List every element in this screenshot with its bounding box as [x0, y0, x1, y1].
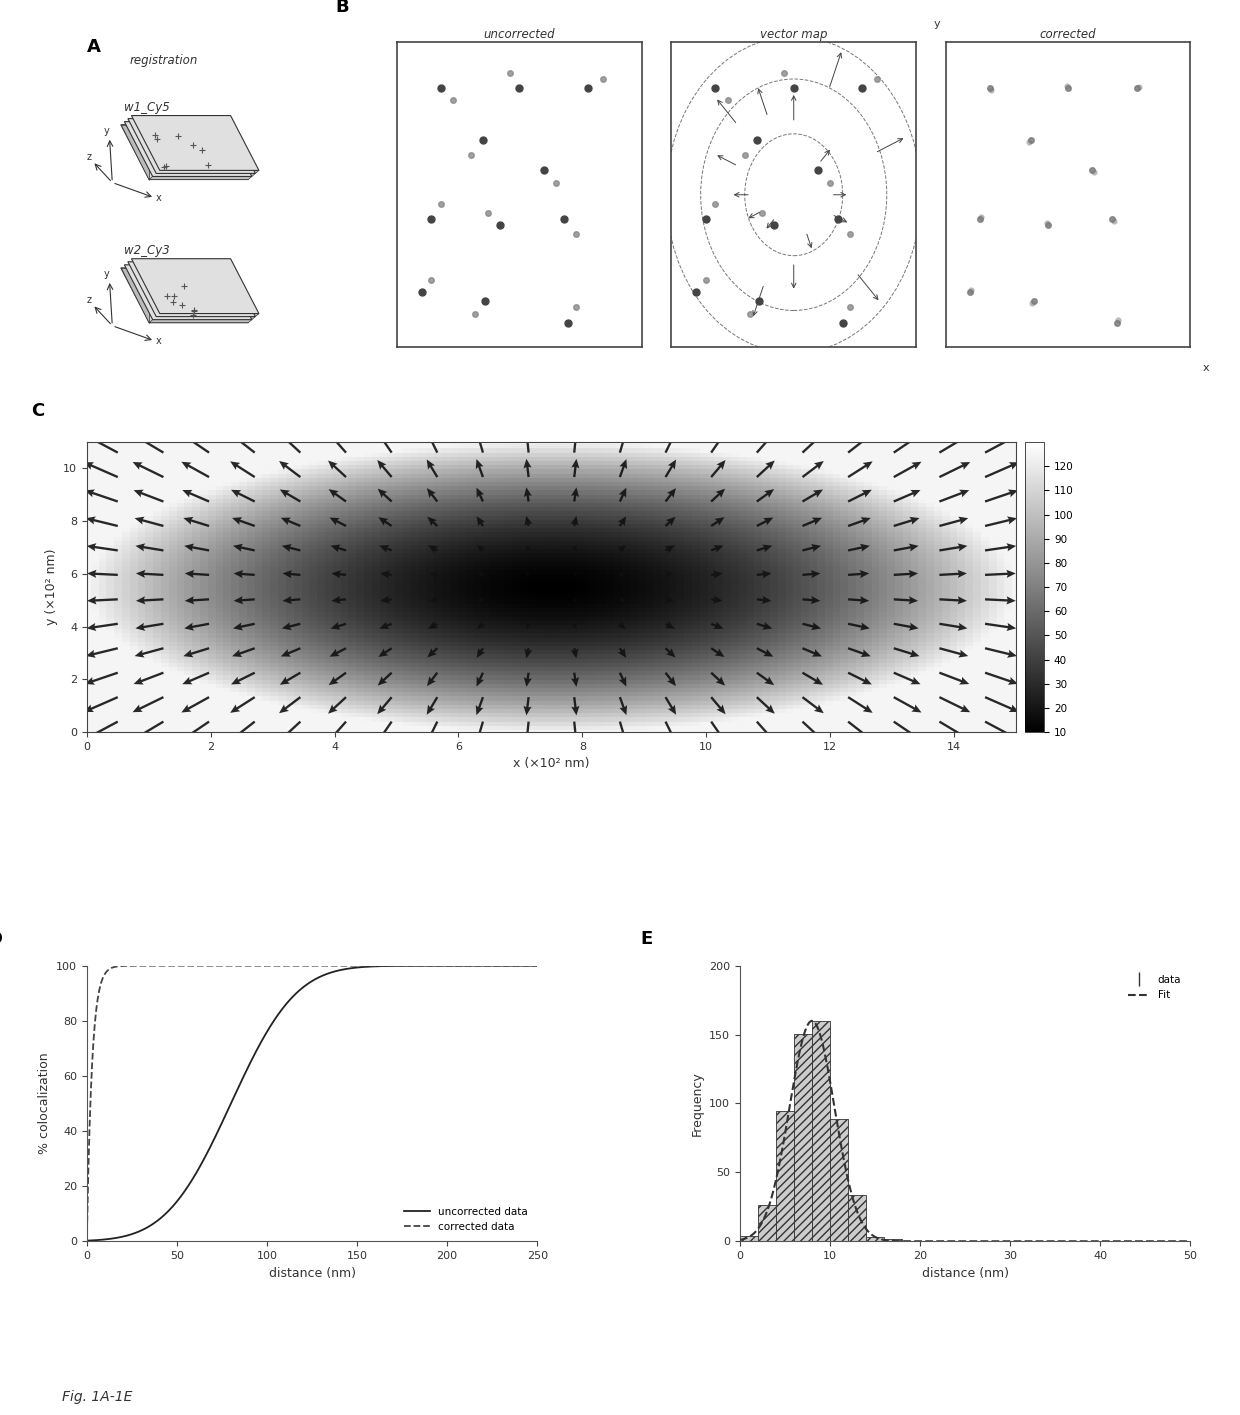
Polygon shape [128, 262, 255, 317]
Bar [830, 1119, 848, 1241]
Polygon shape [120, 125, 248, 180]
Bar [776, 1111, 794, 1241]
Text: registration: registration [129, 54, 197, 67]
Title: corrected: corrected [1039, 28, 1096, 41]
corrected data [273, 957, 288, 974]
corrected data [529, 957, 544, 974]
Text: B: B [336, 0, 350, 16]
Text: y: y [104, 126, 109, 136]
Text: w1_Cy5: w1_Cy5 [124, 100, 170, 115]
Polygon shape [120, 267, 248, 323]
Fit [734, 1231, 749, 1248]
Polygon shape [124, 122, 252, 177]
Bar [848, 1194, 866, 1241]
Text: D: D [0, 930, 2, 948]
Text: A: A [87, 38, 100, 55]
Polygon shape [124, 265, 252, 320]
uncorrected data [262, 1020, 277, 1037]
Polygon shape [120, 125, 149, 180]
Fit [805, 1012, 820, 1029]
uncorrected data [278, 996, 293, 1013]
Bar [884, 1240, 903, 1241]
Y-axis label: % colocalization: % colocalization [37, 1053, 51, 1155]
Polygon shape [149, 314, 259, 323]
Polygon shape [120, 267, 149, 323]
Text: x: x [156, 192, 162, 202]
Polygon shape [131, 116, 259, 170]
Y-axis label: Frequency: Frequency [691, 1071, 703, 1136]
Text: z: z [87, 151, 92, 161]
Polygon shape [128, 119, 255, 174]
uncorrected data [125, 1225, 140, 1242]
Fit [1142, 1232, 1157, 1249]
Fit [1183, 1232, 1198, 1249]
Fit [1009, 1232, 1024, 1249]
Text: E: E [641, 930, 653, 948]
corrected data [278, 957, 293, 974]
uncorrected data [430, 957, 445, 974]
Fit [1001, 1232, 1016, 1249]
uncorrected data [388, 958, 403, 975]
corrected data [262, 957, 277, 974]
Bar [740, 1237, 758, 1241]
Bar [812, 1020, 830, 1241]
corrected data [389, 957, 404, 974]
Bar [794, 1034, 812, 1241]
Text: Fig. 1A-1E: Fig. 1A-1E [62, 1390, 133, 1404]
corrected data [79, 1232, 94, 1249]
Text: y: y [104, 269, 109, 279]
corrected data [432, 957, 446, 974]
Line: corrected data: corrected data [87, 965, 537, 1241]
uncorrected data [79, 1232, 94, 1249]
uncorrected data [529, 957, 544, 974]
corrected data [439, 957, 454, 974]
X-axis label: distance (nm): distance (nm) [921, 1266, 1008, 1279]
Fit [1114, 1232, 1128, 1249]
Line: Fit: Fit [740, 1020, 1190, 1241]
Text: w2_Cy3: w2_Cy3 [124, 245, 170, 258]
X-axis label: x (×10² nm): x (×10² nm) [513, 757, 590, 770]
Text: x: x [1203, 364, 1209, 374]
Legend: uncorrected data, corrected data: uncorrected data, corrected data [399, 1203, 532, 1237]
Polygon shape [149, 170, 259, 180]
Text: C: C [31, 402, 45, 420]
Title: vector map: vector map [760, 28, 827, 41]
corrected data [125, 957, 140, 974]
Text: y: y [934, 20, 940, 30]
Bar [758, 1204, 776, 1241]
Y-axis label: y (×10² nm): y (×10² nm) [45, 549, 57, 625]
Line: uncorrected data: uncorrected data [87, 965, 537, 1241]
Text: z: z [87, 294, 92, 304]
Text: x: x [156, 335, 162, 347]
Title: uncorrected: uncorrected [484, 28, 556, 41]
Fit [1002, 1232, 1017, 1249]
Fit [733, 1231, 748, 1248]
uncorrected data [439, 957, 454, 974]
Bar [866, 1237, 884, 1241]
Polygon shape [131, 259, 259, 314]
Legend: data, Fit: data, Fit [1125, 971, 1185, 1005]
X-axis label: distance (nm): distance (nm) [269, 1266, 356, 1279]
